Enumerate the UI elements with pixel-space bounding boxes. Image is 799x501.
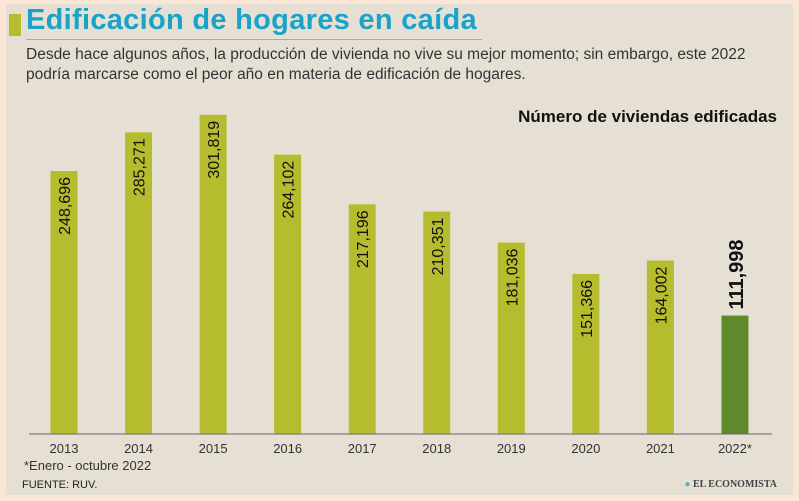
bar-value-label: 217,196 xyxy=(355,210,372,268)
chart-title: Número de viviendas edificadas xyxy=(518,107,777,126)
bar-value-label: 181,036 xyxy=(504,248,521,306)
x-tick-label: 2020 xyxy=(571,441,600,456)
bar-value-label: 301,819 xyxy=(206,121,223,179)
bar-2014 xyxy=(125,132,153,434)
bar-2020 xyxy=(572,273,600,434)
footnote: *Enero - octubre 2022 xyxy=(24,458,152,473)
x-tick-label: 2014 xyxy=(124,441,153,456)
x-tick-label: 2016 xyxy=(273,441,302,456)
x-tick-label: 2022* xyxy=(718,441,752,456)
subtitle: Desde hace algunos años, la producción d… xyxy=(26,46,746,83)
bar-value-label: 248,696 xyxy=(57,177,74,235)
bar-2016 xyxy=(274,154,302,435)
bar-2019 xyxy=(497,242,525,434)
title-divider xyxy=(26,39,482,40)
x-tick-label: 2015 xyxy=(199,441,228,456)
bar-2022* xyxy=(721,315,749,434)
logo: ● EL ECONOMISTA xyxy=(684,479,777,490)
bar-2018 xyxy=(423,211,451,434)
title-accent-bar xyxy=(9,14,21,36)
bar-2013 xyxy=(50,171,78,434)
bar-value-label: 264,102 xyxy=(281,161,298,219)
bar-value-label: 210,351 xyxy=(430,217,447,275)
source: FUENTE: RUV. xyxy=(22,479,98,491)
x-tick-label: 2013 xyxy=(50,441,79,456)
page-title: Edificación de hogares en caída xyxy=(26,4,477,36)
x-tick-label: 2021 xyxy=(646,441,675,456)
bar-2015 xyxy=(199,114,227,434)
x-tick-label: 2017 xyxy=(348,441,377,456)
x-tick-label: 2019 xyxy=(497,441,526,456)
globe-icon: ● xyxy=(684,479,691,490)
x-tick-label: 2018 xyxy=(422,441,451,456)
bar-value-label: 164,002 xyxy=(653,266,670,324)
bar-value-label: 285,271 xyxy=(132,138,149,196)
bar-value-label: 111,998 xyxy=(726,239,748,309)
bar-value-label: 151,366 xyxy=(579,280,596,338)
bar-2021 xyxy=(646,260,674,434)
bar-2017 xyxy=(348,204,376,434)
logo-text: EL ECONOMISTA xyxy=(693,479,777,490)
